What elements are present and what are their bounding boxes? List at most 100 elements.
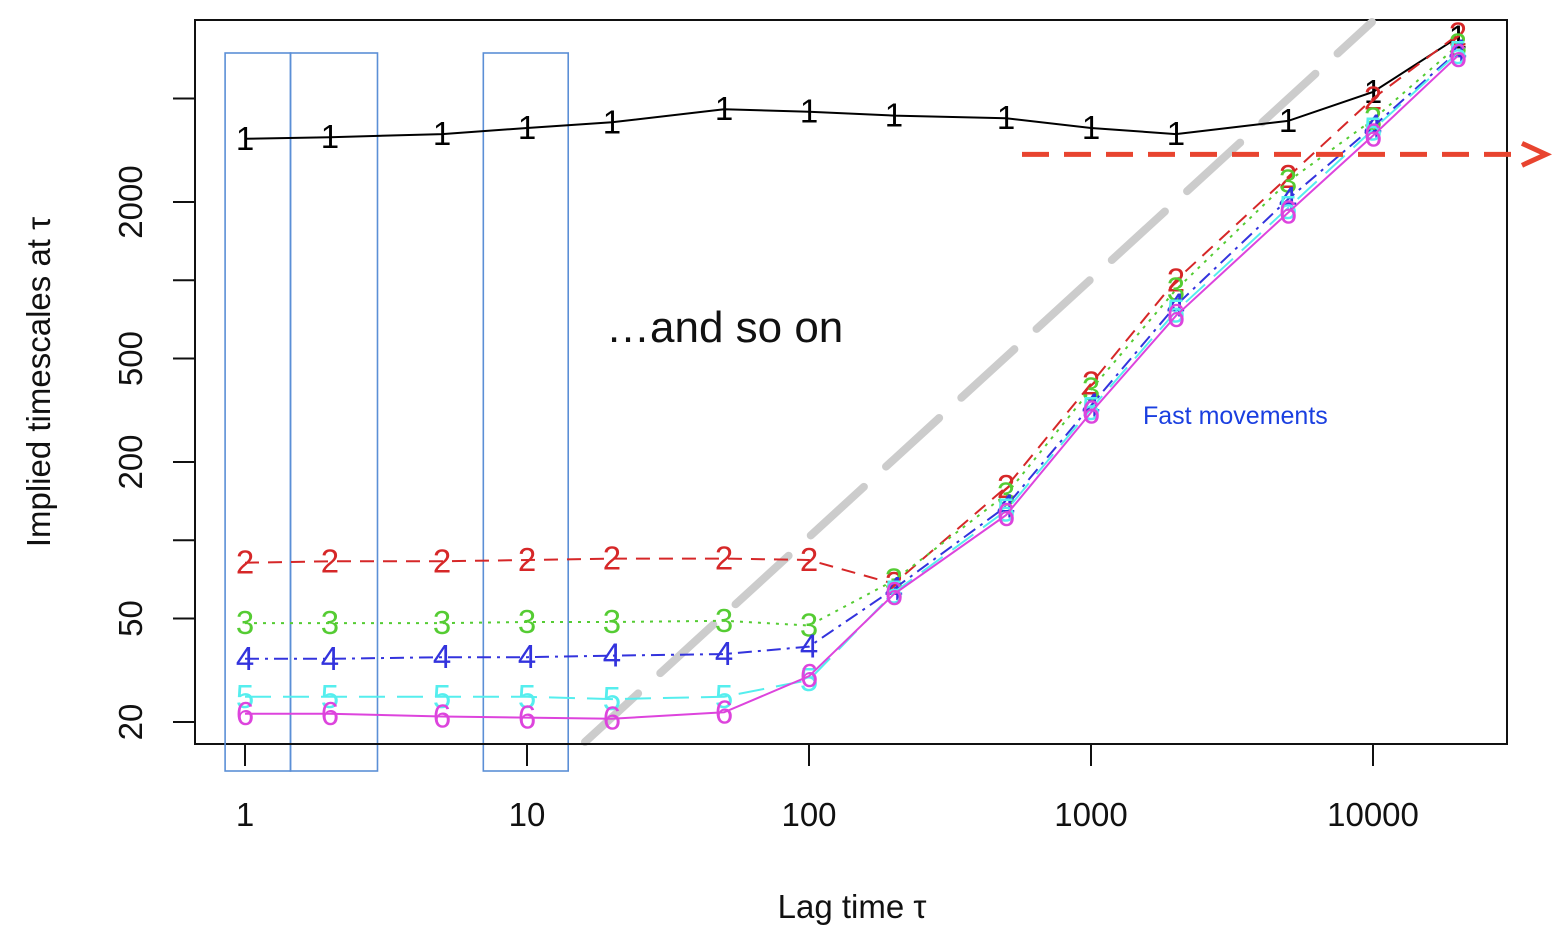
- data-point-2-5: 2: [433, 542, 451, 579]
- data-point-4-2: 4: [321, 640, 339, 677]
- data-point-6-200: 6: [885, 575, 903, 612]
- data-point-3-50: 3: [715, 602, 733, 639]
- data-point-2-20000: 2: [1449, 16, 1467, 53]
- fast-movements-annotation: Fast movements: [1143, 402, 1328, 430]
- y-axis-title: Implied timescales at τ: [20, 217, 57, 547]
- data-point-6-10000: 6: [1364, 117, 1382, 154]
- data-point-3-5: 3: [433, 604, 451, 641]
- data-point-1-100: 1: [800, 93, 818, 130]
- x-tick-label-1: 1: [236, 796, 254, 833]
- data-point-3-1000: 3: [1082, 371, 1100, 408]
- data-point-6-1000: 6: [1082, 394, 1100, 431]
- data-point-2-100: 2: [800, 541, 818, 578]
- data-point-3-100: 3: [800, 607, 818, 644]
- data-point-5-200: 5: [885, 573, 903, 610]
- data-point-4-2000: 4: [1167, 286, 1185, 323]
- red-arrowhead: [1520, 141, 1553, 168]
- series-6: 6 6 6 6 6 6 6 6 6 6 6 6 6 6: [236, 37, 1467, 737]
- y-axis: 20 50 200 500 2000: [112, 97, 196, 741]
- data-point-2-2000: 2: [1167, 261, 1185, 298]
- data-point-6-2: 6: [321, 695, 339, 732]
- y-tick-label-2000: 2000: [112, 165, 149, 238]
- series-line-1: [244, 36, 1459, 140]
- data-point-1-500: 1: [997, 99, 1015, 136]
- data-point-1-2: 1: [321, 118, 339, 155]
- data-point-5-1: 5: [236, 678, 254, 715]
- data-point-3-2000: 3: [1167, 271, 1185, 308]
- data-point-4-10: 4: [518, 638, 536, 675]
- data-point-1-200: 1: [885, 97, 903, 134]
- highlight-box-3: [482, 52, 570, 772]
- data-point-5-10000: 5: [1364, 111, 1382, 148]
- data-point-3-1: 3: [236, 604, 254, 641]
- x-tick-label-10000: 10000: [1327, 796, 1419, 833]
- data-point-5-50: 5: [715, 678, 733, 715]
- data-point-4-20: 4: [603, 637, 621, 674]
- data-point-6-2000: 6: [1167, 297, 1185, 334]
- series-line-6: [245, 55, 1459, 720]
- data-point-6-20000: 6: [1449, 37, 1467, 74]
- arrow-layer: [1022, 141, 1553, 168]
- data-point-6-20: 6: [603, 700, 621, 737]
- reference-diagonal-line: [581, 18, 1376, 746]
- data-point-3-10: 3: [518, 603, 536, 640]
- data-point-3-500: 3: [997, 475, 1015, 512]
- data-point-2-1000: 2: [1082, 365, 1100, 402]
- series-line-4: [245, 50, 1459, 660]
- x-axis: 1 10 100 1000 10000: [236, 743, 1419, 833]
- data-point-2-10000: 2: [1364, 80, 1382, 117]
- data-point-3-2: 3: [321, 604, 339, 641]
- x-tick-label-1000: 1000: [1054, 796, 1127, 833]
- data-point-4-10000: 4: [1364, 108, 1382, 145]
- data-point-2-1: 2: [236, 544, 254, 581]
- data-point-6-10: 6: [518, 699, 536, 736]
- data-point-6-1: 6: [236, 695, 254, 732]
- data-point-1-10: 1: [518, 109, 536, 146]
- data-point-2-20: 2: [603, 540, 621, 577]
- data-point-3-20: 3: [603, 603, 621, 640]
- data-point-6-500: 6: [997, 496, 1015, 533]
- data-point-2-500: 2: [997, 468, 1015, 505]
- data-point-5-20000: 5: [1449, 34, 1467, 71]
- data-point-4-1: 4: [236, 640, 254, 677]
- data-point-2-200: 2: [885, 565, 903, 602]
- data-point-5-2: 5: [321, 678, 339, 715]
- data-point-5-10: 5: [518, 678, 536, 715]
- highlight-boxes-layer: [224, 52, 570, 772]
- x-tick-label-100: 100: [781, 796, 836, 833]
- data-point-1-5: 1: [433, 115, 451, 152]
- y-tick-label-50: 50: [112, 600, 149, 637]
- y-tick-label-500: 500: [112, 331, 149, 386]
- data-point-6-100: 6: [800, 657, 818, 694]
- and-so-on-annotation: …and so on: [606, 303, 843, 352]
- data-point-4-5: 4: [433, 638, 451, 675]
- data-point-6-5000: 6: [1279, 194, 1297, 231]
- data-point-2-2: 2: [321, 542, 339, 579]
- data-point-1-2000: 1: [1167, 115, 1185, 152]
- data-point-5-20: 5: [603, 680, 621, 717]
- data-point-2-10: 2: [518, 541, 536, 578]
- data-point-1-10000: 1: [1364, 73, 1382, 110]
- data-point-1-5000: 1: [1279, 102, 1297, 139]
- data-point-4-50: 4: [715, 635, 733, 672]
- series-1: 1 1 1 1 1 1 1 1 1 1 1 1 1 1: [236, 18, 1467, 157]
- data-point-6-5: 6: [433, 697, 451, 734]
- y-tick-label-20: 20: [112, 704, 149, 741]
- data-point-5-5: 5: [433, 678, 451, 715]
- data-point-5-100: 5: [800, 661, 818, 698]
- x-axis-title: Lag time τ: [778, 888, 927, 925]
- data-point-4-100: 4: [800, 628, 818, 665]
- data-point-1-20: 1: [603, 103, 621, 140]
- data-point-1-20000: 1: [1449, 18, 1467, 55]
- data-point-1-1000: 1: [1082, 109, 1100, 146]
- data-point-2-50: 2: [715, 540, 733, 577]
- reference-line-layer: [581, 18, 1376, 746]
- data-point-6-50: 6: [715, 693, 733, 730]
- data-point-3-5000: 3: [1279, 162, 1297, 199]
- data-point-3-10000: 3: [1364, 101, 1382, 138]
